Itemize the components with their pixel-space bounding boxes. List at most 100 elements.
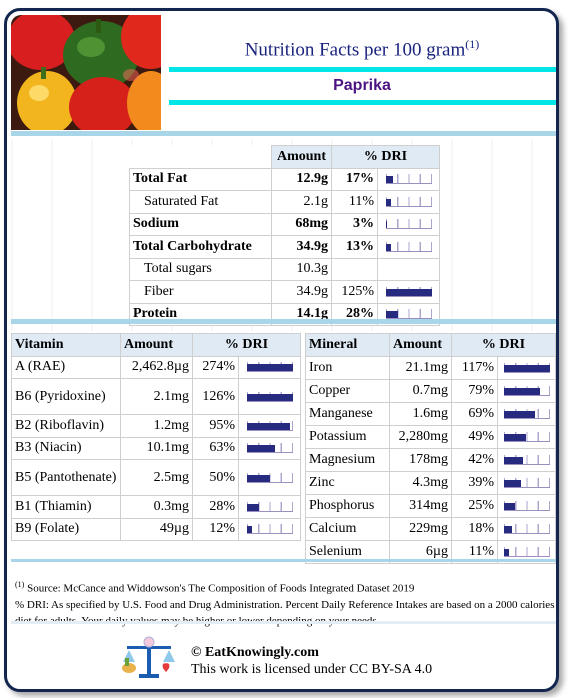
mineral-dri-bar-cell xyxy=(497,517,556,541)
vitamin-amount: 2.1mg xyxy=(120,378,193,415)
mineral-header-dri: % DRI xyxy=(451,333,556,357)
food-name: Paprika xyxy=(333,77,391,94)
food-underline xyxy=(169,100,556,105)
dri-bar xyxy=(503,455,550,465)
mineral-name: Potassium xyxy=(305,425,390,449)
macro-row: Total Carbohydrate 34.9g 13% xyxy=(129,235,440,259)
dri-bar xyxy=(503,432,550,442)
vitamin-row: B3 (Niacin) 10.1mg 63% xyxy=(11,436,301,460)
dri-bar-fill xyxy=(385,221,387,229)
dri-bar-scale xyxy=(503,524,550,533)
vitamin-header-amount: Amount xyxy=(120,333,193,357)
mineral-dri-percent: 79% xyxy=(451,379,498,403)
vitamin-dri-percent: 95% xyxy=(192,414,239,438)
vitamin-name: A (RAE) xyxy=(11,355,121,379)
mineral-name: Calcium xyxy=(305,517,390,541)
dri-bar-fill xyxy=(246,393,293,401)
dri-bar-scale xyxy=(385,174,432,184)
macro-name: Fiber xyxy=(129,280,272,304)
dri-bar-scale xyxy=(246,472,293,482)
vitamin-table: Vitamin Amount % DRI A (RAE) 2,462.8µg 274… xyxy=(11,333,301,541)
section-separator xyxy=(11,131,556,136)
dri-bar-fill xyxy=(503,526,512,533)
vitamin-amount: 2.5mg xyxy=(120,459,193,496)
macro-dri-percent: 11% xyxy=(331,190,378,214)
macro-header-blank xyxy=(129,145,272,169)
source-footnote-ref: (1) xyxy=(15,580,25,589)
dri-bar xyxy=(385,219,432,230)
dri-bar-scale xyxy=(385,196,432,206)
dri-bar xyxy=(246,391,293,402)
vitamin-row: B1 (Thiamin) 0.3mg 28% xyxy=(11,495,301,519)
dri-bar-fill xyxy=(503,480,522,487)
macro-amount: 12.9g xyxy=(271,167,332,191)
dri-bar-fill xyxy=(503,503,515,510)
dri-bar xyxy=(385,286,432,297)
dri-bar xyxy=(503,524,550,534)
dri-bar-scale xyxy=(503,432,550,441)
macro-dri-bar-cell xyxy=(377,280,440,304)
dri-bar-scale xyxy=(246,524,293,534)
mineral-dri-percent: 42% xyxy=(451,448,498,472)
mineral-amount: 229mg xyxy=(389,517,452,541)
dri-bar-scale xyxy=(246,501,293,511)
dri-bar xyxy=(246,524,293,535)
dri-bar-fill xyxy=(246,503,260,511)
mineral-amount: 314mg xyxy=(389,494,452,518)
vitamin-dri-bar-cell xyxy=(238,355,301,379)
dri-bar-fill xyxy=(503,457,523,464)
mineral-amount: 0.7mg xyxy=(389,379,452,403)
macro-row: Total Fat 12.9g 17% xyxy=(129,167,440,191)
vitamin-dri-percent: 274% xyxy=(192,355,239,379)
mineral-row: Phosphorus 314mg 25% xyxy=(305,494,556,518)
mineral-dri-bar-cell xyxy=(497,494,556,518)
mineral-name: Phosphorus xyxy=(305,494,390,518)
dri-bar-scale xyxy=(385,309,432,319)
dri-bar-fill xyxy=(385,198,391,206)
macro-amount: 2.1g xyxy=(271,190,332,214)
dri-bar-fill xyxy=(246,445,276,453)
dri-bar xyxy=(385,241,432,252)
dri-bar-fill xyxy=(385,176,394,184)
vitamin-amount: 10.1mg xyxy=(120,436,193,460)
vitamin-dri-bar-cell xyxy=(238,495,301,519)
dri-bar xyxy=(246,501,293,512)
section-separator xyxy=(11,319,556,324)
mineral-name: Manganese xyxy=(305,402,390,426)
macro-row: Total sugars 10.3g xyxy=(129,257,440,281)
dri-bar xyxy=(385,174,432,185)
vitamin-dri-percent: 63% xyxy=(192,436,239,460)
macro-dri-percent: 125% xyxy=(331,280,378,304)
macro-dri-bar-cell xyxy=(377,190,440,214)
vitamin-amount: 0.3mg xyxy=(120,495,193,519)
vitamin-dri-percent: 126% xyxy=(192,378,239,415)
dri-bar-fill xyxy=(385,288,432,296)
dri-bar-scale xyxy=(385,219,432,229)
mineral-dri-bar-cell xyxy=(497,402,556,426)
mineral-amount: 1.6mg xyxy=(389,402,452,426)
mineral-row: Magnesium 178mg 42% xyxy=(305,448,556,472)
dri-bar xyxy=(503,547,550,557)
vitamin-amount: 49µg xyxy=(120,517,193,541)
mineral-dri-bar-cell xyxy=(497,425,556,449)
title-underline xyxy=(169,67,556,72)
macro-dri-bar-cell xyxy=(377,167,440,191)
dri-bar-fill xyxy=(503,434,527,441)
dri-bar xyxy=(246,420,293,431)
mineral-dri-percent: 117% xyxy=(451,356,498,380)
mineral-name: Copper xyxy=(305,379,390,403)
dri-bar xyxy=(385,309,432,320)
vitamin-name: B6 (Pyridoxine) xyxy=(11,378,121,415)
mineral-row: Manganese 1.6mg 69% xyxy=(305,402,556,426)
dri-bar-scale xyxy=(385,241,432,251)
macro-dri-percent: 3% xyxy=(331,212,378,236)
macro-row: Fiber 34.9g 125% xyxy=(129,280,440,304)
mineral-dri-percent: 69% xyxy=(451,402,498,426)
dri-bar-fill xyxy=(503,411,536,418)
dri-bar xyxy=(385,196,432,207)
vitamin-name: B5 (Pantothenate) xyxy=(11,459,121,496)
dri-bar-fill xyxy=(246,422,291,430)
dri-bar xyxy=(503,363,550,373)
mineral-name: Zinc xyxy=(305,471,390,495)
mineral-dri-bar-cell xyxy=(497,379,556,403)
